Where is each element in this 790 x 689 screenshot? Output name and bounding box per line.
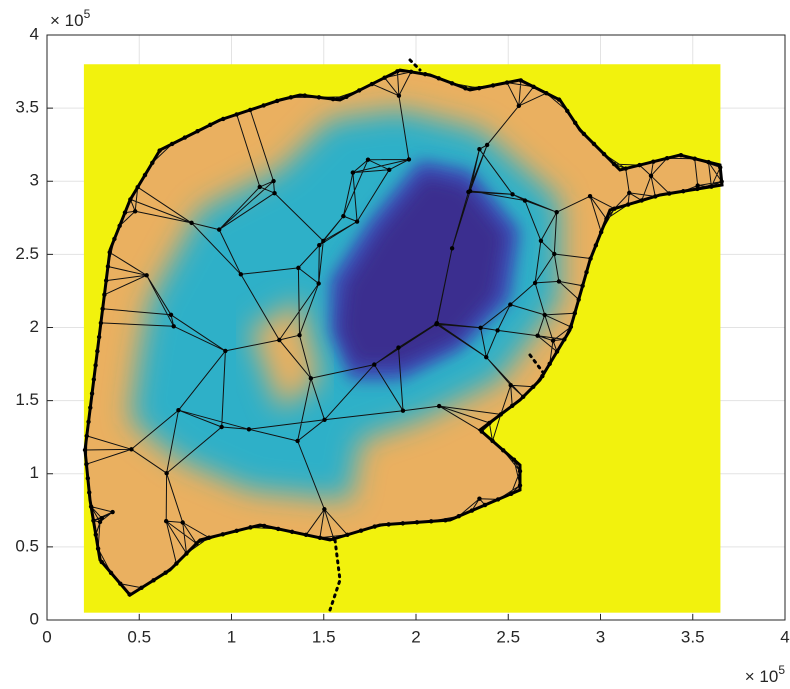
multiplier-exponent: 5 xyxy=(778,663,785,677)
mesh-node xyxy=(295,439,299,443)
multiplier-exponent: 5 xyxy=(84,7,91,21)
mesh-node xyxy=(317,243,321,247)
mesh-node xyxy=(164,471,168,475)
mesh-node xyxy=(554,210,558,214)
mesh-node xyxy=(322,507,326,511)
y-tick-label: 0 xyxy=(30,609,39,628)
mesh-node xyxy=(271,179,275,183)
x-tick-label: 1 xyxy=(227,627,236,646)
mesh-node xyxy=(397,94,401,98)
mesh-node xyxy=(219,425,223,429)
mesh-node xyxy=(468,189,472,193)
x-tick-label: 3.5 xyxy=(681,627,705,646)
mesh-node xyxy=(539,239,543,243)
mesh-node xyxy=(100,516,104,520)
mesh-node xyxy=(351,170,355,174)
mesh-node xyxy=(552,252,556,256)
x-tick-label: 4 xyxy=(780,627,789,646)
mesh-node xyxy=(372,362,376,366)
mesh-node xyxy=(477,496,481,500)
mesh-node xyxy=(169,313,173,317)
mesh-node xyxy=(557,279,561,283)
mesh-node xyxy=(551,338,555,342)
mesh-node xyxy=(450,246,454,250)
y-tick-label: 4 xyxy=(30,24,39,43)
axis-multiplier: × 105 xyxy=(50,7,91,30)
mesh-node xyxy=(164,519,168,523)
mesh-node xyxy=(627,191,631,195)
axis-multiplier: × 105 xyxy=(745,663,786,686)
x-tick-label: 2.5 xyxy=(496,627,520,646)
mesh-node xyxy=(176,408,180,412)
mesh-node xyxy=(272,191,276,195)
mesh-node xyxy=(510,192,514,196)
mesh-node xyxy=(401,409,405,413)
mesh-node xyxy=(649,174,653,178)
mesh-node xyxy=(542,313,546,317)
mesh-node xyxy=(437,404,441,408)
x-tick-label: 0 xyxy=(42,627,51,646)
mesh-node xyxy=(523,198,527,202)
mesh-node xyxy=(316,281,320,285)
chart: 00.511.522.533.5400.511.522.533.54× 105×… xyxy=(0,0,790,689)
mesh-node xyxy=(217,227,221,231)
mesh-node xyxy=(172,324,176,328)
mesh-node xyxy=(355,219,359,223)
mesh-node xyxy=(258,185,262,189)
mesh-node xyxy=(296,266,300,270)
mesh-node xyxy=(477,147,481,151)
mesh-node xyxy=(396,345,400,349)
mesh-node xyxy=(322,418,326,422)
y-tick-label: 2.5 xyxy=(15,244,39,263)
mesh-node xyxy=(517,104,521,108)
y-tick-label: 1 xyxy=(30,463,39,482)
x-tick-label: 3 xyxy=(596,627,605,646)
mesh-node xyxy=(696,183,700,187)
mesh-node xyxy=(387,168,391,172)
mesh-node xyxy=(277,338,281,342)
x-tick-label: 1.5 xyxy=(312,627,336,646)
mesh-node xyxy=(366,158,370,162)
y-tick-label: 2 xyxy=(30,317,39,336)
mesh-node xyxy=(509,383,513,387)
y-tick-label: 3 xyxy=(30,171,39,190)
mesh-node xyxy=(223,349,227,353)
mesh-node xyxy=(189,221,193,225)
mesh-node xyxy=(144,273,148,277)
mesh-node xyxy=(495,328,499,332)
mesh-node xyxy=(297,333,301,337)
mesh-node xyxy=(309,376,313,380)
y-tick-label: 1.5 xyxy=(15,390,39,409)
mesh-node xyxy=(407,157,411,161)
mesh-node xyxy=(180,520,184,524)
mesh-node xyxy=(239,272,243,276)
mesh-node xyxy=(435,321,439,325)
multiplier-base: × 10 xyxy=(745,667,779,686)
x-tick-label: 0.5 xyxy=(127,627,151,646)
mesh-node xyxy=(321,239,325,243)
x-tick-label: 2 xyxy=(411,627,420,646)
mesh-node xyxy=(129,447,133,451)
mesh-node xyxy=(98,520,102,524)
mesh-node xyxy=(484,355,488,359)
mesh-node xyxy=(588,194,592,198)
mesh-node xyxy=(478,326,482,330)
mesh-node xyxy=(341,214,345,218)
mesh-node xyxy=(508,302,512,306)
mesh-node xyxy=(485,143,489,147)
mesh-node xyxy=(247,427,251,431)
y-tick-label: 0.5 xyxy=(15,536,39,555)
mesh-node xyxy=(533,281,537,285)
mesh-node xyxy=(133,209,137,213)
y-tick-label: 3.5 xyxy=(15,98,39,117)
multiplier-base: × 10 xyxy=(50,11,84,30)
mesh-node xyxy=(535,334,539,338)
mesh-node xyxy=(110,510,114,514)
